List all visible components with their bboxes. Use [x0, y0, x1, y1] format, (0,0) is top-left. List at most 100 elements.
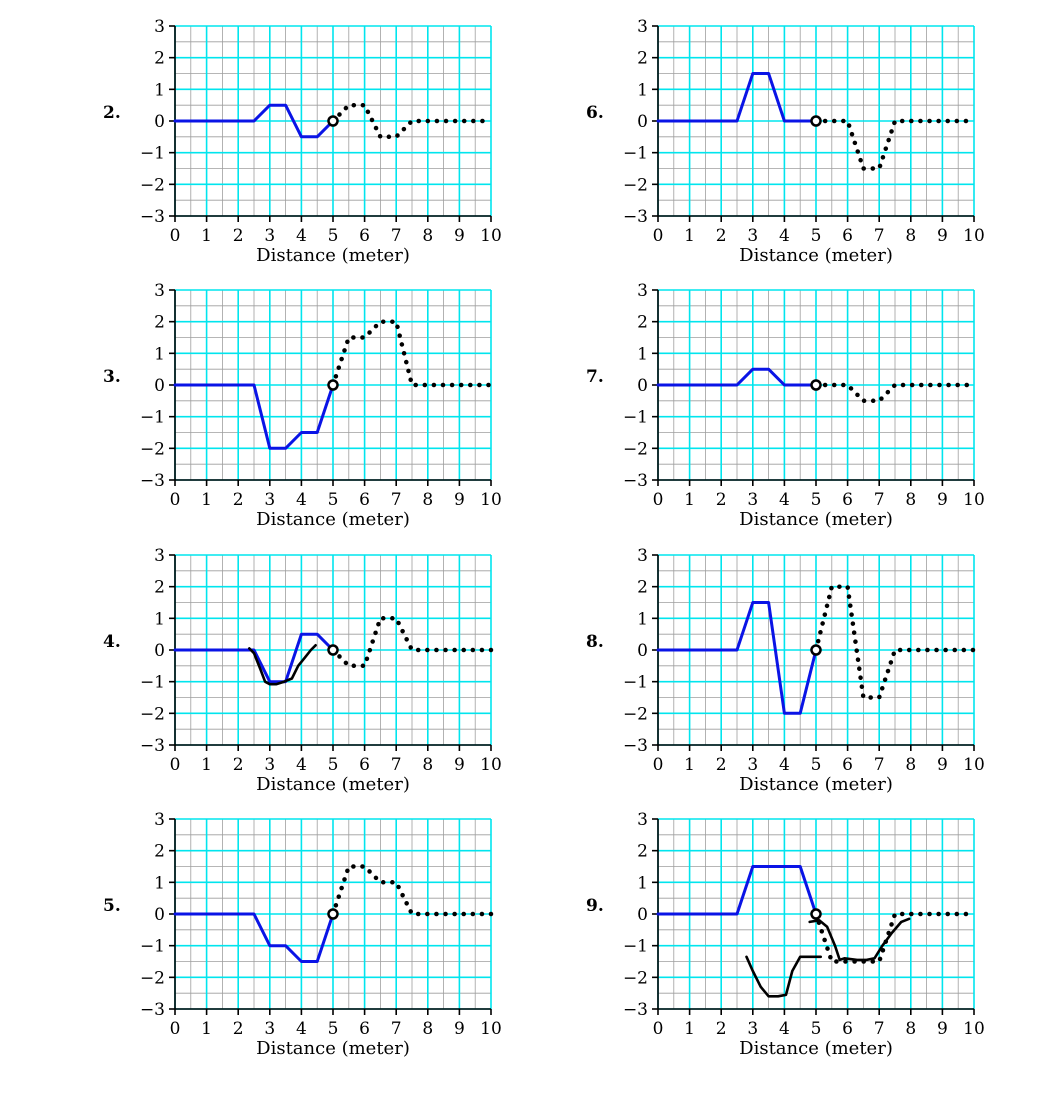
x-tick-label: 1 — [684, 490, 695, 510]
x-tick-label: 3 — [747, 755, 758, 775]
x-tick-label: 2 — [233, 1019, 244, 1039]
y-tick-label: 1 — [154, 609, 165, 629]
x-axis-title: Distance (meter) — [739, 774, 893, 795]
x-tick-label: 10 — [963, 226, 985, 246]
y-tick-label: −3 — [623, 471, 648, 491]
x-tick-label: 6 — [842, 1019, 853, 1039]
reflected-wave-dotted-line — [813, 118, 977, 171]
y-tick-label: 3 — [154, 281, 165, 301]
y-tick-label: −2 — [623, 439, 648, 459]
x-tick-label: 1 — [684, 226, 695, 246]
x-tick-label: 4 — [296, 755, 307, 775]
x-tick-label: 10 — [963, 490, 985, 510]
x-tick-label: 9 — [454, 1019, 465, 1039]
x-tick-label: 9 — [937, 755, 948, 775]
y-tick-label: −1 — [140, 673, 165, 693]
y-tick-label: 3 — [154, 546, 165, 566]
boundary-marker — [327, 379, 339, 391]
y-tick-label: 0 — [637, 905, 648, 925]
y-tick-label: 0 — [154, 376, 165, 396]
x-tick-label: 1 — [201, 755, 212, 775]
x-tick-label: 4 — [296, 490, 307, 510]
y-tick-label: −2 — [140, 439, 165, 459]
given-wave-line — [656, 865, 818, 916]
panel-number: 3. — [103, 367, 121, 387]
x-tick-label: 8 — [422, 490, 433, 510]
y-tick-label: −2 — [140, 968, 165, 988]
y-tick-label: −1 — [623, 673, 648, 693]
x-tick-label: 7 — [391, 490, 402, 510]
y-tick-label: 1 — [637, 344, 648, 364]
x-tick-label: 7 — [391, 755, 402, 775]
x-tick-label: 3 — [264, 1019, 275, 1039]
x-tick-label: 10 — [480, 1019, 502, 1039]
y-tick-label: 0 — [154, 641, 165, 661]
y-tick-label: −1 — [623, 408, 648, 428]
x-tick-label: 2 — [716, 226, 727, 246]
panel-number: 7. — [586, 367, 604, 387]
x-tick-label: 7 — [874, 755, 885, 775]
given-wave-line — [173, 912, 335, 963]
x-tick-label: 5 — [328, 755, 339, 775]
boundary-marker — [810, 908, 822, 920]
y-tick-label: −1 — [623, 144, 648, 164]
y-tick-label: 1 — [154, 344, 165, 364]
y-tick-label: 3 — [637, 810, 648, 830]
x-tick-label: 8 — [905, 1019, 916, 1039]
x-tick-label: 7 — [874, 490, 885, 510]
y-tick-label: 0 — [154, 905, 165, 925]
x-tick-label: 8 — [905, 490, 916, 510]
x-tick-label: 5 — [328, 226, 339, 246]
x-tick-label: 9 — [937, 1019, 948, 1039]
hand-sketch-line — [248, 643, 317, 686]
x-tick-label: 6 — [359, 1019, 370, 1039]
y-tick-label: −1 — [623, 937, 648, 957]
x-tick-label: 6 — [359, 226, 370, 246]
x-tick-label: 2 — [233, 490, 244, 510]
x-tick-label: 10 — [480, 226, 502, 246]
x-axis-title: Distance (meter) — [739, 1038, 893, 1059]
x-tick-label: 7 — [391, 226, 402, 246]
y-tick-label: 3 — [154, 17, 165, 37]
reflected-wave-dotted-line — [813, 911, 977, 964]
x-tick-label: 8 — [905, 226, 916, 246]
x-tick-label: 4 — [779, 226, 790, 246]
y-tick-label: 2 — [154, 578, 165, 598]
y-tick-label: −3 — [623, 207, 648, 227]
x-tick-label: 1 — [201, 1019, 212, 1039]
x-tick-label: 0 — [170, 226, 181, 246]
x-tick-label: 2 — [716, 1019, 727, 1039]
x-tick-label: 1 — [684, 755, 695, 775]
x-tick-label: 7 — [874, 226, 885, 246]
given-wave-line — [173, 103, 335, 139]
x-tick-label: 10 — [963, 1019, 985, 1039]
x-axis-title: Distance (meter) — [256, 509, 410, 530]
x-tick-label: 4 — [779, 755, 790, 775]
y-tick-label: 2 — [637, 49, 648, 69]
x-axis-title: Distance (meter) — [256, 1038, 410, 1059]
x-tick-label: 0 — [170, 755, 181, 775]
panel-number: 5. — [103, 896, 121, 916]
y-tick-label: 3 — [154, 810, 165, 830]
boundary-marker — [327, 115, 339, 127]
y-tick-label: −2 — [140, 175, 165, 195]
reflected-wave-dotted-line — [330, 102, 494, 140]
boundary-marker — [327, 908, 339, 920]
x-tick-label: 4 — [296, 1019, 307, 1039]
x-tick-label: 5 — [811, 226, 822, 246]
x-tick-label: 1 — [201, 490, 212, 510]
x-tick-label: 9 — [454, 226, 465, 246]
x-tick-label: 8 — [422, 1019, 433, 1039]
x-tick-label: 0 — [170, 490, 181, 510]
y-tick-label: 0 — [637, 376, 648, 396]
given-wave-line — [656, 601, 818, 715]
x-tick-label: 0 — [170, 1019, 181, 1039]
x-tick-label: 4 — [296, 226, 307, 246]
x-tick-label: 6 — [359, 755, 370, 775]
x-tick-label: 5 — [328, 490, 339, 510]
given-wave-line — [656, 72, 818, 123]
x-tick-label: 0 — [653, 755, 664, 775]
